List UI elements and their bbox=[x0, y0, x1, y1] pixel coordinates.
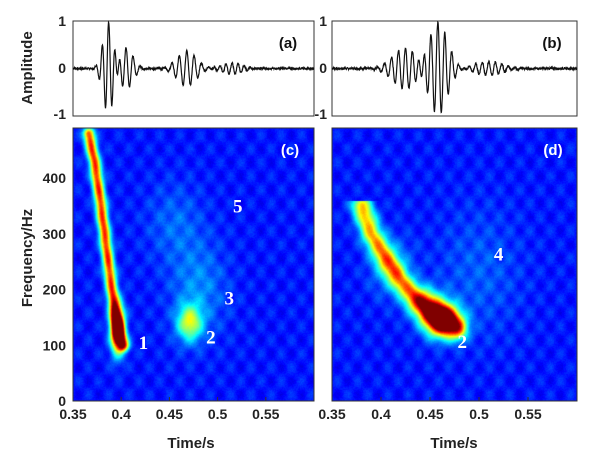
x-tick-label: 0.4 bbox=[371, 406, 391, 422]
panel-c-frame bbox=[72, 127, 315, 402]
panel-c-annotation-5: 5 bbox=[233, 197, 243, 218]
y-tick-label: 200 bbox=[43, 282, 67, 298]
panel-a: (a) Amplitude 1 0 -1 bbox=[19, 13, 315, 122]
panel-d-annotation-2: 2 bbox=[458, 332, 468, 353]
y-tick-label: 0 bbox=[58, 393, 66, 409]
panel-a-ytick-neg1: -1 bbox=[54, 106, 67, 122]
x-tick-label: 0.5 bbox=[469, 406, 489, 422]
panel-a-waveform bbox=[72, 20, 315, 109]
panel-b-ytick-0: 0 bbox=[319, 60, 327, 76]
panel-a-ytick-0: 0 bbox=[58, 60, 66, 76]
panel-d: (d) 2 4 0.35 0.4 0.45 0.5 0.55 Time/s bbox=[318, 127, 578, 452]
panel-b-ytick-1: 1 bbox=[319, 13, 327, 29]
y-tick-label: 400 bbox=[43, 170, 67, 186]
y-tick-label: 100 bbox=[43, 337, 67, 353]
panel-b-tag: (b) bbox=[542, 35, 561, 52]
x-tick-label: 0.55 bbox=[514, 406, 541, 422]
panel-a-ytick-1: 1 bbox=[58, 13, 66, 29]
panel-d-annotation-4: 4 bbox=[494, 245, 504, 266]
panel-c-tag: (c) bbox=[281, 142, 299, 159]
x-tick-label: 0.35 bbox=[318, 406, 345, 422]
panel-c-spectrogram bbox=[73, 128, 314, 401]
x-tick-label: 0.45 bbox=[156, 406, 183, 422]
panel-d-spectrogram bbox=[332, 128, 577, 401]
panel-a-ylabel: Amplitude bbox=[19, 31, 36, 104]
panel-a-tag: (a) bbox=[279, 35, 297, 52]
panel-b-waveform bbox=[331, 20, 578, 114]
x-tick-label: 0.45 bbox=[416, 406, 443, 422]
y-tick-label: 300 bbox=[43, 226, 67, 242]
panel-b-ytick-neg1: -1 bbox=[315, 106, 328, 122]
panel-d-xlabel: Time/s bbox=[430, 435, 477, 452]
panel-b: (b) 1 0 -1 bbox=[315, 13, 578, 122]
x-tick-label: 0.55 bbox=[252, 406, 279, 422]
panel-c-xlabel: Time/s bbox=[167, 435, 214, 452]
panel-d-tag: (d) bbox=[543, 142, 562, 159]
x-tick-label: 0.35 bbox=[59, 406, 86, 422]
x-tick-label: 0.5 bbox=[208, 406, 228, 422]
panel-c-annotation-2: 2 bbox=[206, 328, 216, 349]
panel-c-ylabel: Frequency/Hz bbox=[19, 209, 36, 307]
panel-c: (c) 1 23 5 0.35 0.4 0.45 0.5 0.55 0 100 200 300 40… bbox=[19, 127, 315, 452]
panel-d-frame bbox=[331, 127, 578, 402]
panel-c-annotation-3: 3 bbox=[224, 289, 234, 310]
x-tick-label: 0.4 bbox=[111, 406, 131, 422]
panel-c-annotation-1: 1 bbox=[139, 333, 149, 354]
